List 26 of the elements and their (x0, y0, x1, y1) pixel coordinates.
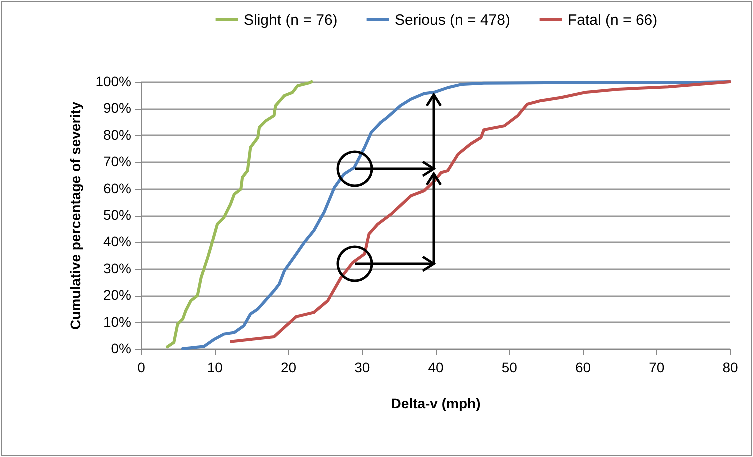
x-tick-label: 80 (722, 360, 738, 376)
y-tick-label: 30% (103, 260, 132, 276)
x-tick-label: 60 (575, 360, 592, 376)
y-tick-label: 60% (103, 180, 132, 196)
line-series (166, 80, 314, 349)
x-tick-label: 70 (649, 360, 665, 376)
x-tick-label: 0 (138, 360, 146, 376)
x-tick-label: 50 (502, 360, 518, 376)
y-tick-label: 90% (103, 100, 132, 116)
y-tick-label: 20% (103, 287, 132, 304)
x-axis-title: Delta-v (mph) (391, 396, 481, 412)
y-tick-label: 80% (103, 126, 132, 143)
legend-label: Fatal (n = 66) (568, 12, 658, 29)
x-tick-label: 30 (354, 360, 370, 376)
y-tick-label: 0% (111, 340, 132, 356)
y-tick-label: 100% (96, 74, 132, 90)
y-tick-label: 70% (103, 154, 132, 170)
y-tick-label: 40% (103, 234, 132, 250)
y-tick-label: 10% (103, 314, 132, 330)
x-tick-label: 40 (428, 360, 444, 376)
legend-label: Slight (n = 76) (244, 12, 338, 29)
x-tick-label: 20 (280, 360, 297, 376)
legend-label: Serious (n = 478) (395, 12, 510, 29)
x-tick-label: 10 (207, 360, 224, 376)
y-tick-label: 50% (103, 207, 132, 223)
y-axis-title: Cumulative percentage of severity (68, 102, 84, 330)
